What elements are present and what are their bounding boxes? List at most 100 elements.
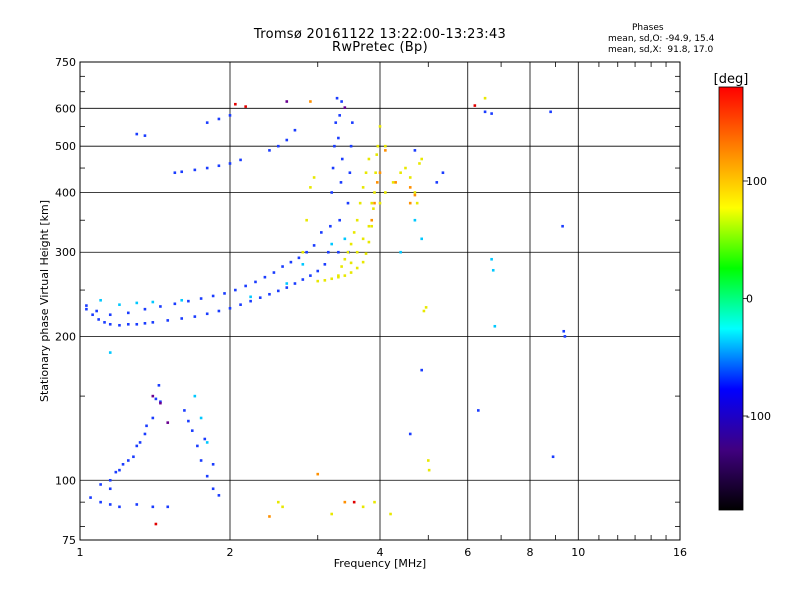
echo-point	[118, 303, 121, 306]
echo-point	[312, 176, 316, 179]
echo-point	[268, 149, 271, 152]
echo-point	[157, 384, 161, 387]
echo-point	[358, 201, 362, 205]
echo-point	[254, 280, 257, 284]
x-tick-label: 1	[77, 546, 84, 559]
echo-point	[343, 274, 347, 277]
colorbar-tick-label: 0	[746, 293, 753, 306]
echo-point	[413, 149, 417, 152]
echo-point	[118, 468, 121, 472]
echo-point	[483, 96, 487, 100]
echo-point	[244, 105, 247, 108]
echo-point	[143, 432, 147, 436]
echo-point	[108, 487, 112, 491]
echo-point	[361, 505, 365, 509]
echo-point	[234, 102, 237, 106]
echo-point	[217, 309, 221, 313]
echo-point	[337, 275, 340, 279]
echo-point	[413, 193, 417, 197]
echo-point	[408, 176, 412, 179]
echo-point	[126, 322, 130, 326]
phase-stats-x-mode: mean, sd,X: 91.8, 17.0	[608, 45, 714, 55]
echo-point	[562, 329, 566, 333]
echo-point	[151, 416, 155, 420]
echo-point	[563, 335, 567, 338]
echo-point	[426, 459, 430, 462]
echo-point	[258, 296, 262, 299]
echo-point	[372, 207, 375, 210]
echo-point	[293, 282, 297, 285]
echo-point	[361, 186, 365, 189]
echo-point	[330, 277, 334, 281]
echo-point	[289, 260, 293, 264]
echo-point	[173, 171, 177, 175]
y-tick-label: 600	[55, 102, 76, 115]
chart-subtitle: RwPretec (Bp)	[332, 40, 428, 55]
y-tick-label: 200	[55, 330, 76, 343]
echo-point	[551, 455, 555, 459]
echo-point	[367, 240, 371, 244]
echo-point	[391, 181, 395, 184]
echo-point	[399, 171, 402, 175]
echo-point	[180, 317, 184, 320]
echo-point	[114, 470, 118, 474]
echo-point	[249, 299, 252, 303]
echo-point	[312, 244, 316, 247]
echo-point	[205, 441, 209, 444]
echo-point	[349, 271, 353, 274]
echo-point	[85, 307, 88, 311]
echo-point	[338, 218, 341, 222]
echo-point	[151, 505, 155, 509]
grid-layer	[80, 62, 680, 540]
echo-point	[364, 252, 368, 255]
echo-point	[301, 278, 305, 281]
echo-point	[351, 121, 354, 124]
echo-point	[473, 104, 477, 107]
echo-point	[477, 409, 480, 412]
echo-point	[180, 298, 184, 302]
echo-point	[340, 265, 343, 268]
echo-point	[99, 298, 102, 302]
echo-point	[352, 500, 356, 504]
echo-point	[108, 322, 112, 326]
echo-point	[159, 401, 162, 405]
echo-point	[355, 266, 359, 270]
echo-point	[239, 303, 242, 306]
echo-point	[420, 237, 423, 241]
y-tick-label: 750	[55, 56, 76, 69]
echo-point	[337, 250, 340, 254]
echo-point	[118, 323, 121, 327]
echo-point	[378, 201, 382, 205]
echo-point	[355, 218, 359, 222]
echo-point	[384, 144, 387, 148]
echo-point	[349, 144, 353, 148]
echo-point	[217, 164, 221, 168]
echo-point	[490, 257, 493, 261]
echo-point	[205, 121, 209, 124]
echo-point	[108, 478, 112, 482]
echo-point	[355, 250, 359, 254]
echo-point	[384, 149, 387, 152]
echo-point	[373, 201, 376, 205]
echo-point	[399, 250, 402, 254]
echo-point	[420, 157, 423, 161]
echo-point	[154, 522, 158, 526]
echo-point	[228, 162, 232, 165]
echo-point	[330, 191, 334, 194]
echo-point	[323, 279, 327, 282]
echo-point	[203, 437, 207, 441]
echo-point	[97, 318, 100, 321]
echo-point	[408, 201, 412, 205]
echo-point	[441, 171, 445, 175]
y-tick-label: 100	[55, 474, 76, 487]
echo-point	[309, 274, 312, 277]
colorbar-tick-label: 100	[746, 175, 767, 188]
echo-point	[422, 309, 426, 313]
echo-point	[187, 419, 190, 423]
echo-point	[190, 429, 194, 432]
x-tick-label: 4	[377, 546, 384, 559]
echo-point	[281, 505, 284, 509]
echo-point	[361, 237, 365, 241]
echo-point	[337, 274, 340, 277]
echo-point	[293, 128, 297, 132]
